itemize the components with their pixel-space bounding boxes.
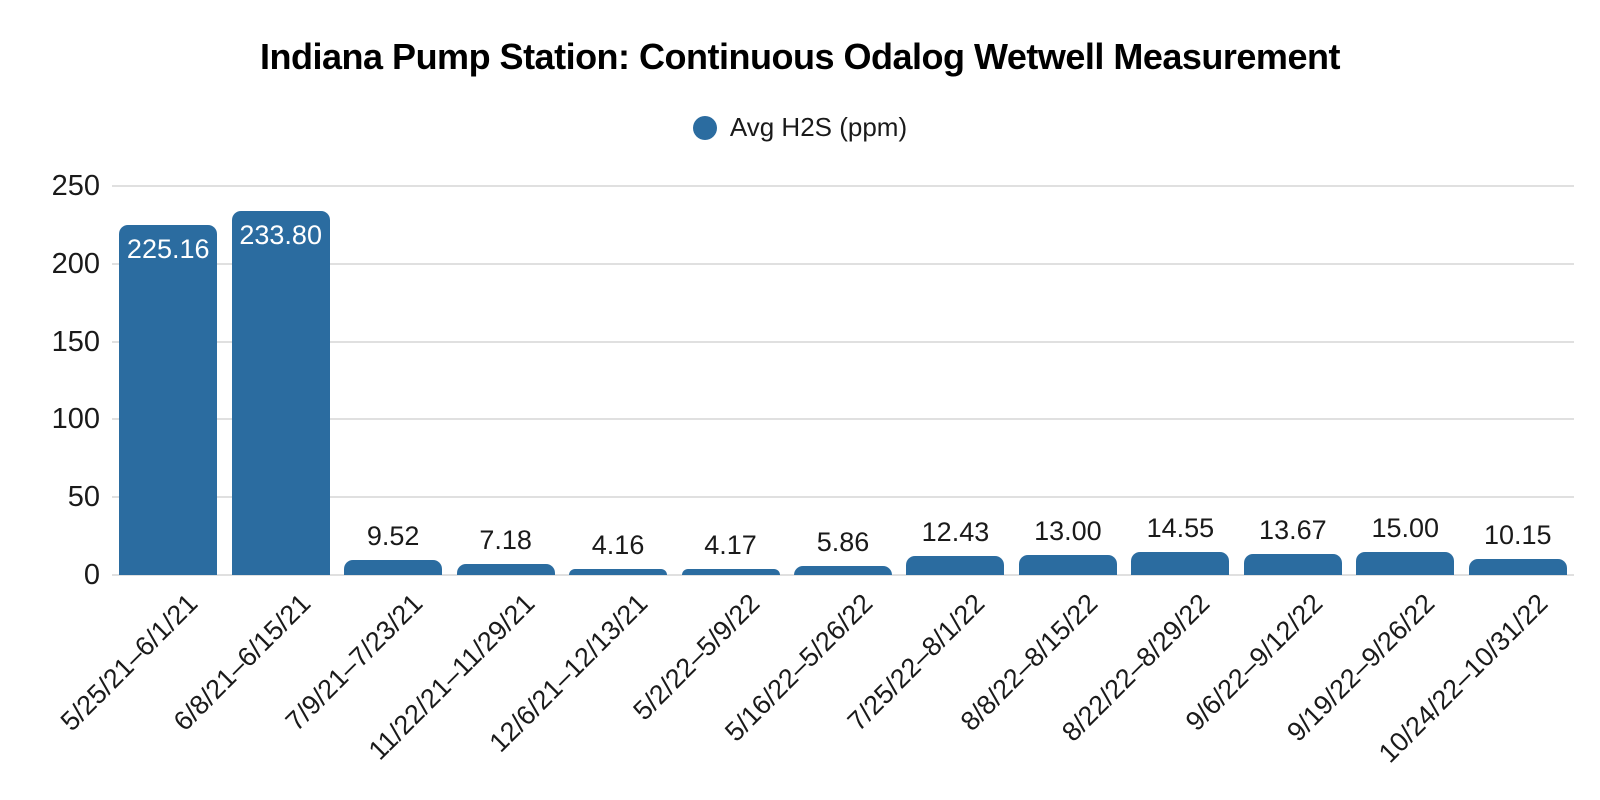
bar-value-label: 7.18 xyxy=(479,524,532,555)
bar-value-label: 5.86 xyxy=(816,526,870,557)
bar[interactable] xyxy=(1468,559,1567,575)
bar-value-label: 15.00 xyxy=(1371,512,1440,543)
bar[interactable] xyxy=(569,568,668,575)
y-axis-tick-label: 50 xyxy=(67,481,100,514)
bar-value-label: 225.16 xyxy=(126,233,210,264)
bar[interactable] xyxy=(231,211,330,575)
legend-label: Avg H2S (ppm) xyxy=(729,112,908,142)
bar[interactable] xyxy=(681,568,780,575)
bar[interactable] xyxy=(456,563,555,575)
grid-line xyxy=(112,185,1574,187)
bar-value-label: 13.00 xyxy=(1034,515,1102,546)
bar-value-label: 10.15 xyxy=(1483,520,1552,551)
bar[interactable] xyxy=(1131,552,1230,575)
bar[interactable] xyxy=(119,224,218,575)
legend-marker-icon xyxy=(692,115,717,140)
bar[interactable] xyxy=(1243,553,1342,575)
legend-item[interactable]: Avg H2S (ppm) xyxy=(0,112,1600,143)
grid-line xyxy=(112,340,1574,343)
bar-value-label: 12.43 xyxy=(921,516,990,547)
bar[interactable] xyxy=(344,560,443,575)
bar[interactable] xyxy=(906,555,1005,575)
grid-line xyxy=(112,418,1574,421)
chart-title: Indiana Pump Station: Continuous Odalog … xyxy=(260,36,1340,77)
y-axis-tick-label: 0 xyxy=(83,559,100,591)
y-axis-tick-label: 200 xyxy=(51,247,100,280)
bar-value-label: 13.67 xyxy=(1259,514,1327,545)
bar[interactable] xyxy=(1356,551,1455,575)
grid-line xyxy=(112,574,1574,576)
y-axis-tick-label: 250 xyxy=(51,170,100,202)
plot-area: 225.16 233.80 9.52 7.18 4.16 4.17 5.86 12.43 13.… xyxy=(112,185,1574,576)
grid-line xyxy=(112,262,1574,265)
bar[interactable] xyxy=(794,565,892,575)
bar-value-label: 4.16 xyxy=(591,529,645,560)
bar-value-label: 14.55 xyxy=(1146,513,1215,544)
y-axis-tick-label: 150 xyxy=(51,325,100,358)
bar[interactable] xyxy=(1018,554,1117,575)
bar-value-label: 9.52 xyxy=(366,521,420,552)
grid-line xyxy=(112,496,1574,499)
bar-value-label: 4.17 xyxy=(704,529,757,560)
y-axis-tick-label: 100 xyxy=(51,403,100,436)
bar-value-label: 233.80 xyxy=(239,220,322,251)
